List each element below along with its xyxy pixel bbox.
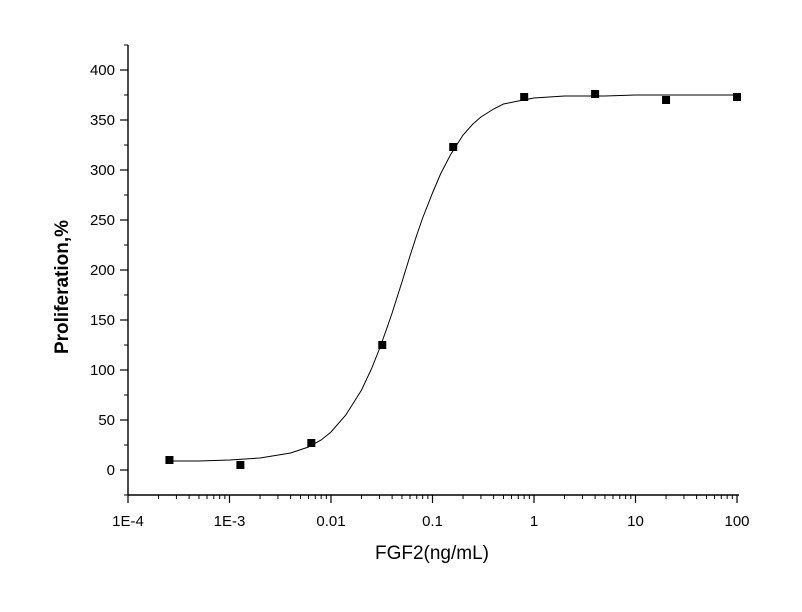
y-tick-label: 200 [90,262,115,279]
x-tick-label: 0.1 [422,513,443,530]
y-tick-label: 350 [90,112,115,129]
y-axis-ticks [120,44,128,496]
data-points [165,90,741,469]
y-tick-label: 400 [90,62,115,79]
data-point [449,143,458,151]
data-point [591,90,600,98]
data-point [165,456,174,464]
x-tick-label: 100 [724,513,749,530]
y-tick-label: 50 [98,412,115,429]
data-point [236,461,245,469]
x-axis-ticks [127,495,738,503]
y-axis-tick-labels: 0 50 100 150 200 250 300 350 400 [90,62,115,479]
data-point [307,439,316,447]
x-tick-label: 1E-4 [112,513,144,530]
x-tick-label: 10 [627,513,644,530]
axes [127,45,739,496]
y-tick-label: 250 [90,212,115,229]
x-tick-label: 1 [530,513,538,530]
y-axis-label: Proliferation,% [52,220,73,354]
y-tick-label: 150 [90,312,115,329]
x-tick-label: 1E-3 [214,513,246,530]
y-tick-label: 100 [90,362,115,379]
data-point [662,96,671,104]
data-point [520,93,529,101]
y-tick-label: 300 [90,162,115,179]
x-axis-tick-labels: 1E-4 1E-3 0.01 0.1 1 10 100 [112,513,749,530]
y-tick-label: 0 [107,462,115,479]
x-tick-label: 0.01 [316,513,345,530]
data-point [378,341,387,349]
x-axis-label: FGF2(ng/mL) [375,543,489,564]
data-point [733,93,741,101]
